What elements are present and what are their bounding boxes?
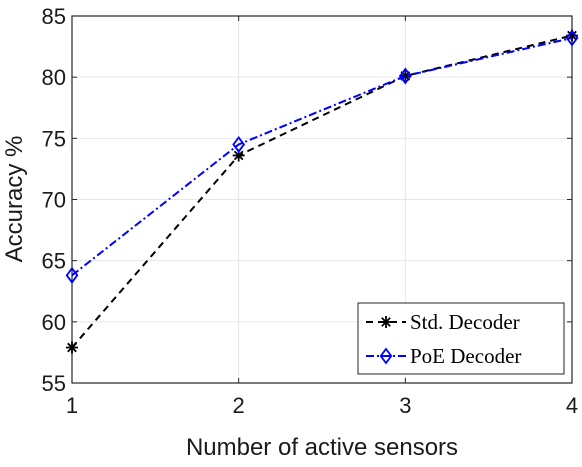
y-tick-label: 70 [42, 188, 66, 213]
legend-label-std-decoder: Std. Decoder [410, 310, 520, 334]
y-tick-label: 80 [42, 65, 66, 90]
y-tick-label: 65 [42, 249, 66, 274]
legend: Std. Decoder PoE Decoder [357, 302, 565, 375]
diamond-marker [65, 266, 79, 284]
x-tick-label: 1 [66, 393, 78, 418]
x-tick-label: 4 [566, 393, 578, 418]
diamond-marker [232, 135, 246, 153]
y-tick-label: 60 [42, 310, 66, 335]
diamond-marker [398, 67, 412, 85]
legend-box [357, 302, 565, 375]
y-tick-label: 55 [42, 371, 66, 396]
x-tick-label: 3 [399, 393, 411, 418]
x-tick-label: 2 [233, 393, 245, 418]
legend-marker-std-decoder [380, 316, 392, 328]
axis-ticks: 55 60 65 70 75 80 85 1 2 3 4 [42, 4, 579, 418]
y-tick-label: 85 [42, 4, 66, 29]
legend-label-poe-decoder: PoE Decoder [410, 344, 521, 368]
series-layer [65, 29, 579, 354]
y-tick-label: 75 [42, 126, 66, 151]
asterisk-marker [380, 316, 392, 328]
series-line [71, 34, 573, 349]
legend-marker-poe-decoder [379, 347, 393, 365]
y-axis-label: Accuracy % [1, 136, 28, 263]
x-axis-label: Number of active sensors [186, 434, 458, 461]
diamond-marker [565, 29, 579, 47]
series-line [71, 37, 573, 277]
series-1 [65, 29, 579, 284]
asterisk-marker [66, 341, 78, 354]
diamond-marker [379, 347, 393, 365]
